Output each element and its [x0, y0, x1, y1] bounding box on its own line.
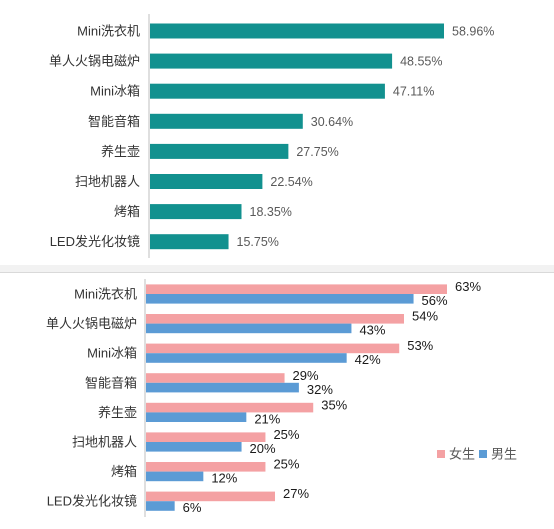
female-bar [146, 491, 275, 502]
male-value-label: 6% [183, 500, 202, 515]
male-bar [146, 382, 299, 393]
gender-bar-chart: Mini洗衣机 63% 56% 单人火锅电磁炉 54% 43% Mini冰箱 53% 42% 智能… [46, 279, 517, 517]
male-bar [146, 442, 242, 452]
female-value-label: 25% [273, 427, 299, 442]
legend-male-swatch [479, 450, 487, 458]
top-bar [150, 83, 385, 99]
male-value-label: 42% [355, 352, 381, 367]
female-value-label: 53% [407, 338, 433, 353]
female-bar [146, 402, 314, 413]
top-category-label: 养生壶 [101, 144, 140, 159]
male-bar [146, 501, 175, 511]
top-chart-panel: Mini洗衣机 58.96% 单人火锅电磁炉 48.55% Mini冰箱 47.11% 智能… [0, 14, 554, 266]
top-bar [150, 174, 263, 189]
top-value-label: 48.55% [400, 55, 442, 69]
male-value-label: 56% [422, 293, 448, 308]
legend-female-swatch [437, 450, 445, 458]
top-category-label: 单人火锅电磁炉 [49, 54, 140, 69]
top-category-label: LED发光化妆镜 [50, 234, 140, 249]
female-value-label: 54% [412, 309, 438, 324]
male-value-label: 21% [254, 411, 280, 426]
top-bar [150, 113, 303, 129]
bottom-category-label: LED发光化妆镜 [47, 494, 137, 509]
female-bar [146, 314, 404, 324]
top-value-label: 47.11% [393, 85, 434, 99]
bottom-category-label: Mini冰箱 [87, 346, 137, 361]
top-category-label: Mini冰箱 [90, 84, 140, 99]
female-value-label: 63% [455, 279, 481, 294]
female-value-label: 29% [293, 368, 319, 383]
male-bar [146, 471, 204, 482]
female-value-label: 25% [273, 457, 299, 472]
top-category-label: 扫地机器人 [75, 174, 140, 189]
female-value-label: 27% [283, 486, 309, 501]
male-bar [146, 353, 347, 363]
bottom-category-label: 养生壶 [98, 405, 137, 420]
male-bar [146, 294, 414, 304]
top-bar [150, 204, 242, 220]
bottom-category-label: 扫地机器人 [72, 435, 137, 450]
bottom-category-label: 单人火锅电磁炉 [46, 316, 137, 331]
legend-female-label: 女生 [449, 447, 475, 462]
female-value-label: 35% [321, 397, 347, 412]
top-value-label: 58.96% [452, 25, 494, 39]
female-bar [146, 462, 266, 472]
top-category-label: 智能音箱 [88, 114, 140, 129]
top-value-label: 18.35% [250, 205, 292, 219]
male-bar [146, 412, 247, 422]
top-bar [150, 23, 444, 39]
bottom-chart-panel: Mini洗衣机 63% 56% 单人火锅电磁炉 54% 43% Mini冰箱 53% 42% 智能… [0, 272, 554, 529]
male-value-label: 20% [250, 441, 276, 456]
top-bar-chart: Mini洗衣机 58.96% 单人火锅电磁炉 48.55% Mini冰箱 47.11% 智能… [49, 14, 494, 258]
female-bar [146, 432, 266, 442]
bottom-category-label: 烤箱 [111, 464, 137, 479]
top-value-label: 27.75% [296, 145, 338, 159]
bottom-category-label: Mini洗衣机 [74, 287, 137, 302]
bottom-category-label: 智能音箱 [85, 375, 137, 390]
male-value-label: 32% [307, 382, 333, 397]
legend-male-label: 男生 [491, 447, 517, 462]
top-bar [150, 143, 289, 159]
top-bar [150, 53, 393, 69]
top-category-label: Mini洗衣机 [77, 24, 140, 39]
top-category-label: 烤箱 [114, 204, 140, 219]
male-bar [146, 323, 352, 334]
top-value-label: 30.64% [311, 115, 353, 129]
male-value-label: 12% [211, 471, 237, 486]
female-bar [146, 373, 285, 383]
top-value-label: 22.54% [270, 175, 312, 189]
female-bar [146, 343, 400, 354]
panel-divider [0, 265, 554, 272]
male-value-label: 43% [359, 323, 385, 338]
top-value-label: 15.75% [237, 235, 279, 249]
top-bar [150, 234, 229, 250]
female-bar [146, 284, 447, 294]
